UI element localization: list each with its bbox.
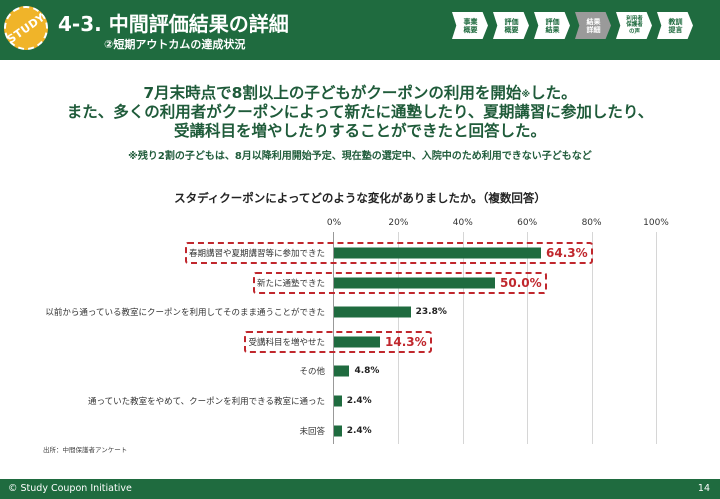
gridline bbox=[462, 232, 464, 444]
source-note: 出所：中間保護者アンケート bbox=[43, 446, 128, 454]
section-nav: 事業 概要 評価 概要 評価 結果 結果 詳細 利用者 保護者 の声 教訓 提言 bbox=[452, 12, 698, 39]
header-bar: STUDY 4-3. 中間評価結果の詳細 ②短期アウトカムの達成状況 事業 概要… bbox=[0, 0, 720, 60]
nav-tab-3[interactable]: 評価 結果 bbox=[534, 12, 570, 39]
bar bbox=[334, 306, 411, 318]
data-label: 2.4% bbox=[346, 396, 372, 406]
bar bbox=[334, 395, 342, 407]
headline-line2: また、多くの利用者がクーポンによって新たに通塾したり、夏期講習に参加したり、 bbox=[66, 103, 654, 121]
bar bbox=[334, 425, 342, 437]
highlight-box bbox=[252, 271, 547, 294]
nav-tab-1[interactable]: 事業 概要 bbox=[452, 12, 488, 39]
bar bbox=[334, 247, 542, 259]
data-label: 2.4% bbox=[346, 425, 372, 436]
headline-note-mark: ※ bbox=[521, 90, 531, 100]
page-title: 4-3. 中間評価結果の詳細 bbox=[58, 12, 289, 36]
category-label: 受講科目を増やせた bbox=[248, 337, 325, 348]
gridline bbox=[656, 232, 657, 444]
gridline bbox=[527, 232, 529, 444]
data-label: 23.8% bbox=[415, 307, 447, 318]
nav-tab-6[interactable]: 教訓 提言 bbox=[657, 12, 693, 39]
category-label: 以前から通っている教室にクーポンを利用してそのまま通うことができた bbox=[45, 308, 325, 319]
x-tick-label: 0% bbox=[326, 218, 342, 228]
category-label: 新たに通塾できた bbox=[256, 278, 325, 289]
x-tick-label: 40% bbox=[452, 218, 473, 228]
data-label: 14.3% bbox=[385, 334, 427, 349]
x-tick-label: 20% bbox=[388, 218, 409, 228]
category-label: その他 bbox=[299, 367, 325, 378]
x-tick-label: 60% bbox=[517, 218, 538, 228]
data-label: 50.0% bbox=[500, 275, 542, 290]
category-label: 未回答 bbox=[299, 426, 325, 437]
nav-tab-5[interactable]: 利用者 保護者 の声 bbox=[616, 12, 652, 39]
data-label: 4.8% bbox=[354, 366, 380, 377]
x-tick-label: 80% bbox=[581, 218, 602, 228]
footer-bar: © Study Coupon Initiative 14 bbox=[0, 479, 720, 499]
gridline bbox=[591, 232, 593, 444]
headline-line1-a: 7月末時点で8割以上の子どもがクーポンの利用を開始 bbox=[143, 84, 522, 102]
x-tick-label: 100% bbox=[643, 218, 669, 228]
bar bbox=[334, 277, 495, 289]
nav-tab-4[interactable]: 結果 詳細 bbox=[575, 12, 611, 39]
badge-text: STUDY bbox=[4, 10, 48, 46]
bar bbox=[334, 336, 381, 348]
headline-note: ※残り2割の子どもは、8月以降利用開始予定、現在塾の選定中、入院中のため利用でき… bbox=[128, 151, 592, 162]
data-label: 64.3% bbox=[546, 246, 588, 260]
headline: 7月末時点で8割以上の子どもがクーポンの利用を開始※した。 また、多くの利用者が… bbox=[0, 84, 720, 141]
gridline bbox=[398, 232, 400, 444]
chart-title: スタディクーポンによってどのような変化がありましたか。（複数回答） bbox=[174, 191, 546, 205]
y-axis-line bbox=[333, 232, 334, 444]
page-number: 14 bbox=[697, 483, 710, 494]
highlight-box bbox=[184, 242, 593, 264]
copyright: © Study Coupon Initiative bbox=[8, 483, 132, 494]
nav-tab-2[interactable]: 評価 概要 bbox=[493, 12, 529, 39]
headline-line1-b: した。 bbox=[530, 84, 577, 102]
highlight-box bbox=[244, 330, 432, 353]
bar bbox=[334, 365, 350, 377]
category-label: 春期講習や夏期講習等に参加できた bbox=[188, 249, 325, 259]
page-subtitle: ②短期アウトカムの達成状況 bbox=[104, 38, 246, 51]
study-badge-icon: STUDY bbox=[0, 0, 57, 59]
headline-line3: 受講科目を増やしたりすることができたと回答した。 bbox=[173, 122, 546, 140]
category-label: 通っていた教室をやめて、クーポンを利用できる教室に通った bbox=[88, 397, 325, 407]
